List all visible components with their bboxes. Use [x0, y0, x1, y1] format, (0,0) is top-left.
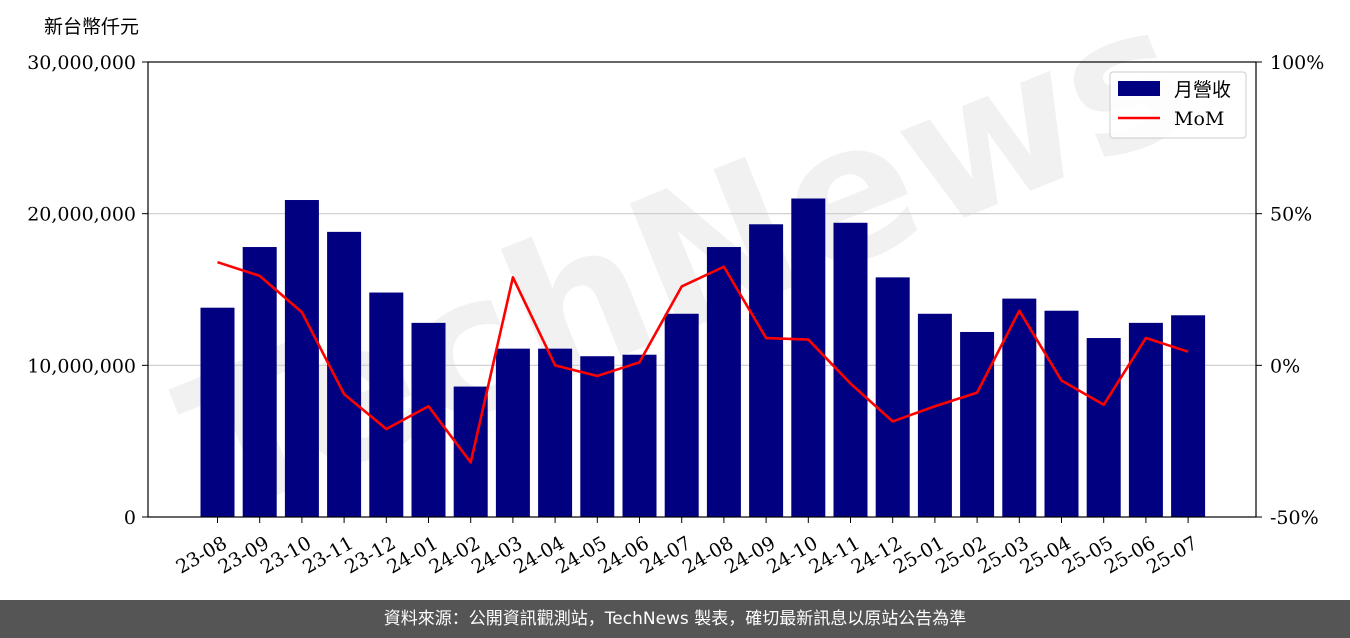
y-left-tick-label: 10,000,000: [27, 355, 136, 377]
mom-line: [217, 260, 1189, 464]
y-right-tick-label: -50%: [1270, 507, 1319, 529]
revenue-bar: [706, 247, 741, 518]
revenue-bar: [580, 356, 615, 517]
legend: 月營收 MoM: [1109, 71, 1247, 139]
revenue-chart: TechNews 010,000,00020,000,00030,000,000…: [27, 0, 1324, 578]
revenue-bar: [200, 307, 235, 517]
revenue-bar: [791, 198, 826, 517]
revenue-bar: [1128, 322, 1163, 517]
revenue-bar: [242, 247, 277, 518]
revenue-bar: [284, 200, 319, 517]
source-footer: 資料來源：公開資訊觀測站，TechNews 製表，確切最新訊息以原站公告為準: [0, 600, 1350, 638]
revenue-bar: [1086, 338, 1121, 517]
y-left-tick-label: 0: [124, 507, 136, 529]
revenue-bar: [622, 354, 657, 517]
legend-bar-swatch: [1118, 81, 1160, 96]
legend-line-label: MoM: [1174, 108, 1224, 130]
revenue-bar: [369, 292, 404, 517]
revenue-bar: [749, 224, 784, 518]
revenue-bar: [875, 277, 910, 517]
revenue-bar: [538, 348, 573, 517]
revenue-bar: [1044, 310, 1079, 517]
bar-series: [200, 198, 1206, 518]
revenue-bar: [917, 313, 952, 517]
revenue-bar: [960, 331, 995, 517]
y-axis-unit-label: 新台幣仟元: [44, 16, 140, 38]
y-right-tick-label: 50%: [1270, 204, 1312, 226]
mom-line-series: [217, 260, 1189, 464]
y-left-tick-label: 30,000,000: [27, 52, 136, 74]
legend-bar-label: 月營收: [1174, 79, 1231, 101]
revenue-bar: [1171, 315, 1206, 517]
y-right-tick-label: 100%: [1270, 52, 1324, 74]
revenue-bar: [664, 313, 699, 517]
y-left-tick-label: 20,000,000: [27, 204, 136, 226]
y-right-tick-label: 0%: [1270, 355, 1300, 377]
revenue-bar: [495, 348, 530, 517]
revenue-bar: [327, 231, 362, 517]
revenue-bar: [411, 322, 446, 517]
plot-frame: [147, 61, 1257, 518]
